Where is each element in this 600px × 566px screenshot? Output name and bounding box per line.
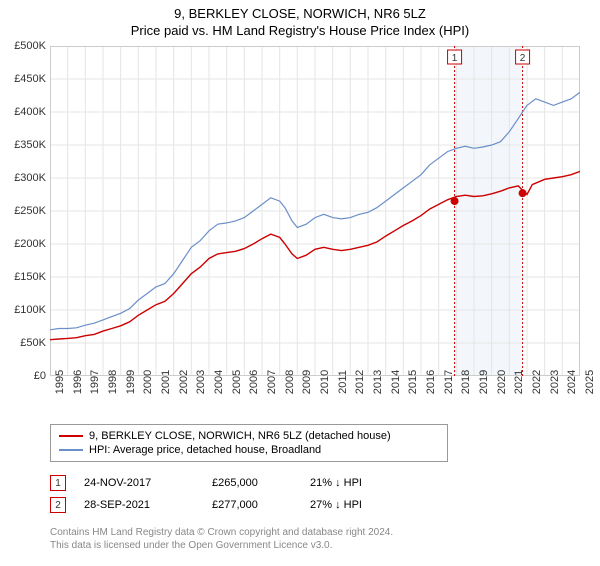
marker-price: £277,000 <box>212 499 292 511</box>
svg-text:2: 2 <box>520 53 526 64</box>
marker-row: 1 24-NOV-2017 £265,000 21% ↓ HPI <box>50 472 600 494</box>
y-axis-label: £350K <box>0 139 46 151</box>
x-axis-label: 1997 <box>89 370 101 394</box>
x-axis-label: 2025 <box>584 370 596 394</box>
y-axis-label: £250K <box>0 205 46 217</box>
marker-badge: 2 <box>50 497 66 513</box>
y-axis-label: £300K <box>0 172 46 184</box>
chart-subtitle: Price paid vs. HM Land Registry's House … <box>0 23 600 38</box>
svg-text:1: 1 <box>452 53 458 64</box>
footer-attribution: Contains HM Land Registry data © Crown c… <box>50 526 600 552</box>
x-axis-label: 1999 <box>125 370 137 394</box>
x-axis-label: 1996 <box>72 370 84 394</box>
x-axis-label: 2018 <box>460 370 472 394</box>
footer-line1: Contains HM Land Registry data © Crown c… <box>50 526 600 539</box>
y-axis-label: £150K <box>0 271 46 283</box>
legend-item: 9, BERKLEY CLOSE, NORWICH, NR6 5LZ (deta… <box>59 429 439 443</box>
y-axis-label: £0 <box>0 370 46 382</box>
x-axis-label: 2000 <box>142 370 154 394</box>
marker-delta: 21% ↓ HPI <box>310 477 390 489</box>
x-axis-label: 2014 <box>390 370 402 394</box>
x-axis-label: 2006 <box>248 370 260 394</box>
marker-row: 2 28-SEP-2021 £277,000 27% ↓ HPI <box>50 494 600 516</box>
x-axis-label: 2019 <box>478 370 490 394</box>
x-axis-label: 2024 <box>566 370 578 394</box>
chart-container: 9, BERKLEY CLOSE, NORWICH, NR6 5LZ Price… <box>0 6 600 566</box>
x-axis-label: 1998 <box>107 370 119 394</box>
x-axis-label: 2008 <box>284 370 296 394</box>
marker-date: 28-SEP-2021 <box>84 499 194 511</box>
legend-label: HPI: Average price, detached house, Broa… <box>89 444 321 456</box>
x-axis-label: 2021 <box>513 370 525 394</box>
x-axis-label: 2010 <box>319 370 331 394</box>
x-axis-label: 2016 <box>425 370 437 394</box>
y-axis-label: £450K <box>0 73 46 85</box>
x-axis-label: 2017 <box>443 370 455 394</box>
legend-item: HPI: Average price, detached house, Broa… <box>59 443 439 457</box>
x-axis-label: 2001 <box>160 370 172 394</box>
marker-price: £265,000 <box>212 477 292 489</box>
legend-box: 9, BERKLEY CLOSE, NORWICH, NR6 5LZ (deta… <box>50 424 448 462</box>
x-axis-label: 2015 <box>407 370 419 394</box>
x-axis-label: 2004 <box>213 370 225 394</box>
line-chart-svg: 12 <box>50 46 580 376</box>
x-axis-label: 2007 <box>266 370 278 394</box>
x-axis-label: 2013 <box>372 370 384 394</box>
y-axis-label: £50K <box>0 337 46 349</box>
y-axis-label: £100K <box>0 304 46 316</box>
footer-line2: This data is licensed under the Open Gov… <box>50 539 600 552</box>
x-axis-label: 2020 <box>496 370 508 394</box>
x-axis-label: 2022 <box>531 370 543 394</box>
y-axis-label: £400K <box>0 106 46 118</box>
x-axis-label: 2012 <box>354 370 366 394</box>
marker-badge: 1 <box>50 475 66 491</box>
legend-swatch <box>59 435 83 437</box>
marker-table: 1 24-NOV-2017 £265,000 21% ↓ HPI 2 28-SE… <box>50 472 600 516</box>
y-axis-label: £500K <box>0 40 46 52</box>
legend-swatch <box>59 449 83 451</box>
legend-label: 9, BERKLEY CLOSE, NORWICH, NR6 5LZ (deta… <box>89 430 391 442</box>
y-axis-label: £200K <box>0 238 46 250</box>
x-axis-label: 2023 <box>549 370 561 394</box>
chart-title: 9, BERKLEY CLOSE, NORWICH, NR6 5LZ <box>0 6 600 21</box>
x-axis-label: 2009 <box>301 370 313 394</box>
chart-area: 12 £0£50K£100K£150K£200K£250K£300K£350K£… <box>50 46 580 376</box>
x-axis-label: 2002 <box>178 370 190 394</box>
x-axis-label: 2011 <box>337 370 349 394</box>
marker-date: 24-NOV-2017 <box>84 477 194 489</box>
marker-delta: 27% ↓ HPI <box>310 499 390 511</box>
x-axis-label: 2003 <box>195 370 207 394</box>
x-axis-label: 2005 <box>231 370 243 394</box>
x-axis-label: 1995 <box>54 370 66 394</box>
